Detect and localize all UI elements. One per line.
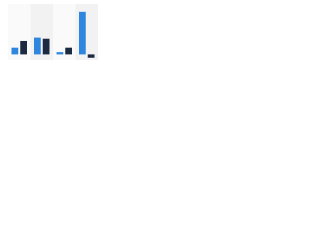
bar bbox=[11, 47, 19, 55]
bar bbox=[34, 37, 41, 55]
bar bbox=[79, 11, 86, 55]
plot-band bbox=[8, 4, 31, 60]
plot-band bbox=[30, 4, 53, 60]
bar bbox=[42, 38, 50, 55]
bar bbox=[20, 40, 27, 55]
page: {"chart_data": {"type": "bar", "categori… bbox=[0, 0, 320, 71]
plot-band bbox=[53, 4, 76, 60]
plot-band bbox=[75, 4, 98, 60]
bar bbox=[56, 52, 64, 55]
bar bbox=[65, 47, 72, 55]
chart bbox=[0, 0, 100, 71]
bar bbox=[87, 54, 95, 58]
